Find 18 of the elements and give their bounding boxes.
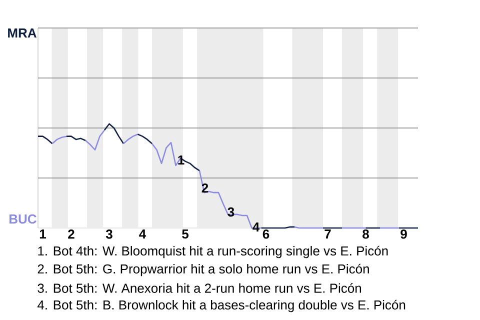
text: MRA [8,28,36,38]
x-tick-label: 7 [324,230,331,238]
annotation: 2 [202,183,208,193]
annotation: 4 [252,222,260,232]
x-tick-label: 9 [400,230,407,239]
x-tick-label: 5 [182,230,189,239]
text: 1. Bot 4th: W. Bloomquist hit a run-scoring single vs E. Picón [38,246,388,258]
x-tick-label: 1 [40,230,46,238]
text: 2. Bot 5th: G. Propwarrior hit a solo home run vs E. Picón [38,264,369,276]
x-tick-label: 6 [262,230,270,239]
x-tick-label: 8 [362,230,369,239]
text: 3. Bot 5th: W. Anexoria hit a 2-run home run vs E. Picón [38,283,362,293]
text: 4. Bot 5th: B. Brownlock hit a bases-clearing double vs E. Picón [37,300,406,312]
x-tick-label: 4 [139,230,146,238]
x-tick-label: 3 [106,230,112,239]
annotation: 3 [228,207,234,217]
text: BUC [10,214,36,224]
x-tick-label: 2 [68,230,74,239]
